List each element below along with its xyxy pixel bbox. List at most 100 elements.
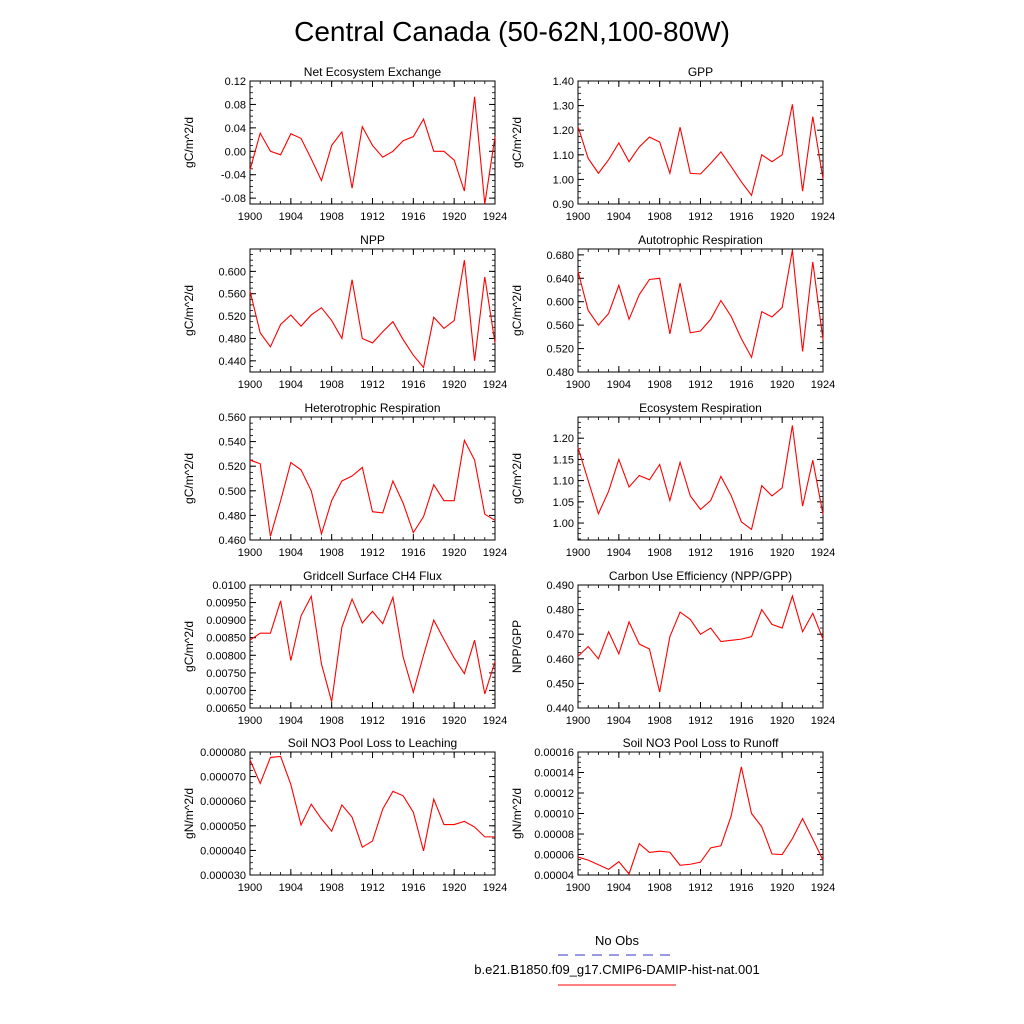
y-tick-label: 0.00750 xyxy=(206,668,246,680)
y-tick-label: 0.490 xyxy=(546,580,574,592)
y-tick-label: 0.0100 xyxy=(212,580,246,592)
legend-obs-label: No Obs xyxy=(595,933,640,948)
y-tick-label: 1.20 xyxy=(553,433,574,445)
plot-frame xyxy=(577,584,824,709)
x-tick-label: 1908 xyxy=(319,547,343,559)
plot-frame xyxy=(577,248,824,373)
x-tick-label: 1924 xyxy=(811,211,835,223)
legend: No Obs b.e21.B1850.f09_g17.CMIP6-DAMIP-h… xyxy=(474,933,760,986)
y-tick-label: 1.10 xyxy=(553,150,574,162)
plot-frame xyxy=(577,80,824,205)
x-tick-label: 1916 xyxy=(729,547,753,559)
y-tick-label: 0.470 xyxy=(546,629,574,641)
x-tick-label: 1912 xyxy=(688,715,712,727)
x-tick-label: 1912 xyxy=(688,882,712,894)
y-tick-label: 0.00700 xyxy=(206,685,246,697)
y-axis-label: gC/m^2/d xyxy=(510,285,524,336)
y-tick-label: 0.00008 xyxy=(534,829,574,841)
y-tick-label: 0.600 xyxy=(218,266,246,278)
y-tick-label: 0.00850 xyxy=(206,633,246,645)
x-tick-label: 1912 xyxy=(360,379,384,391)
panel-1: Net Ecosystem Exchange gC/m^2/d 1900 1904 19… xyxy=(182,65,507,223)
y-tick-label: 0.12 xyxy=(225,76,246,88)
y-tick-label: -0.04 xyxy=(221,170,246,182)
y-axis-label: gC/m^2/d xyxy=(182,285,196,336)
series-line xyxy=(577,766,824,876)
x-tick-label: 1912 xyxy=(688,547,712,559)
x-tick-label: 1924 xyxy=(483,211,507,223)
y-tick-label: 0.00 xyxy=(225,146,246,158)
series-line xyxy=(249,260,496,369)
x-tick-label: 1904 xyxy=(279,882,303,894)
plot-frame xyxy=(577,416,824,541)
x-tick-label: 1900 xyxy=(238,379,262,391)
plot-frame xyxy=(249,584,496,709)
y-tick-label: 0.000050 xyxy=(200,821,246,833)
x-tick-label: 1912 xyxy=(360,547,384,559)
y-tick-label: 0.00900 xyxy=(206,615,246,627)
x-tick-label: 1912 xyxy=(360,882,384,894)
x-tick-label: 1900 xyxy=(238,211,262,223)
x-tick-label: 1908 xyxy=(319,882,343,894)
y-tick-label: 0.480 xyxy=(218,510,246,522)
y-tick-label: 0.90 xyxy=(553,199,574,211)
y-tick-label: 0.520 xyxy=(218,311,246,323)
y-tick-label: 0.000070 xyxy=(200,772,246,784)
x-tick-label: 1904 xyxy=(279,379,303,391)
y-tick-label: 1.40 xyxy=(553,76,574,88)
x-tick-label: 1900 xyxy=(566,882,590,894)
x-tick-label: 1904 xyxy=(607,379,631,391)
x-tick-label: 1916 xyxy=(729,211,753,223)
x-tick-label: 1924 xyxy=(483,882,507,894)
plot-frame xyxy=(249,751,496,876)
y-tick-label: -0.08 xyxy=(221,193,246,205)
y-tick-label: 0.480 xyxy=(546,605,574,617)
x-tick-label: 1924 xyxy=(483,715,507,727)
x-tick-label: 1908 xyxy=(319,715,343,727)
y-tick-label: 1.05 xyxy=(553,497,574,509)
x-tick-label: 1904 xyxy=(607,547,631,559)
y-axis-label: gC/m^2/d xyxy=(182,453,196,504)
panel-title: Autotrophic Respiration xyxy=(638,233,763,247)
x-tick-label: 1900 xyxy=(566,715,590,727)
y-axis-label: gC/m^2/d xyxy=(182,117,196,168)
panel-title: NPP xyxy=(360,233,385,247)
y-tick-label: 1.10 xyxy=(553,476,574,488)
x-tick-label: 1920 xyxy=(442,547,466,559)
panel-7: Gridcell Surface CH4 Flux gC/m^2/d 1900 190… xyxy=(182,569,507,727)
x-tick-label: 1908 xyxy=(647,547,671,559)
x-tick-label: 1920 xyxy=(442,379,466,391)
y-tick-label: 0.00010 xyxy=(534,809,574,821)
x-tick-label: 1908 xyxy=(647,211,671,223)
x-tick-label: 1908 xyxy=(319,379,343,391)
x-tick-label: 1924 xyxy=(811,379,835,391)
y-tick-label: 0.000030 xyxy=(200,870,246,882)
y-tick-label: 0.00650 xyxy=(206,703,246,715)
y-tick-label: 0.480 xyxy=(218,333,246,345)
panel-title: Ecosystem Respiration xyxy=(639,401,762,415)
y-axis-label: gC/m^2/d xyxy=(510,453,524,504)
x-tick-label: 1912 xyxy=(688,211,712,223)
series-line xyxy=(577,104,824,197)
figure-title: Central Canada (50-62N,100-80W) xyxy=(294,16,730,47)
y-tick-label: 0.440 xyxy=(546,703,574,715)
x-tick-label: 1912 xyxy=(360,211,384,223)
x-tick-label: 1904 xyxy=(279,547,303,559)
y-tick-label: 0.460 xyxy=(218,535,246,547)
x-tick-label: 1908 xyxy=(647,379,671,391)
x-tick-label: 1916 xyxy=(401,547,425,559)
y-tick-label: 0.640 xyxy=(546,273,574,285)
x-tick-label: 1916 xyxy=(401,715,425,727)
y-tick-label: 0.680 xyxy=(546,250,574,262)
y-tick-label: 0.450 xyxy=(546,678,574,690)
x-tick-label: 1904 xyxy=(279,715,303,727)
x-tick-label: 1924 xyxy=(811,715,835,727)
series-line xyxy=(577,594,824,693)
x-tick-label: 1920 xyxy=(770,379,794,391)
y-tick-label: 0.520 xyxy=(546,344,574,356)
x-tick-label: 1920 xyxy=(770,211,794,223)
x-tick-label: 1900 xyxy=(238,547,262,559)
panel-title: Gridcell Surface CH4 Flux xyxy=(303,569,442,583)
x-tick-label: 1920 xyxy=(770,882,794,894)
y-tick-label: 0.000040 xyxy=(200,845,246,857)
